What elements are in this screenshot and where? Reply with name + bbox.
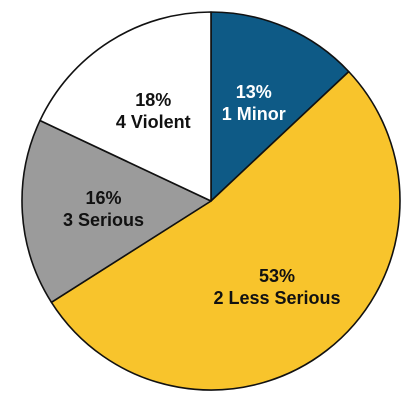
pie-slice-2	[50, 70, 401, 391]
slice-label-3: 16% 3 Serious	[63, 188, 144, 230]
pie-slices	[21, 11, 401, 391]
slice-category-1: 1 Minor	[222, 104, 286, 124]
pie-slice-3	[21, 119, 212, 304]
pie-slice-1	[210, 11, 350, 202]
slice-label-2: 53% 2 Less Serious	[213, 266, 340, 308]
slice-category-3: 3 Serious	[63, 210, 144, 230]
pie-slice-4	[39, 11, 212, 202]
slice-label-4: 18% 4 Violent	[116, 90, 191, 132]
slice-category-2: 2 Less Serious	[213, 288, 340, 308]
slice-category-4: 4 Violent	[116, 112, 191, 132]
slice-label-1: 13% 1 Minor	[222, 82, 286, 124]
slice-percent-4: 18%	[135, 90, 171, 110]
slice-percent-1: 13%	[236, 82, 272, 102]
slice-percent-2: 53%	[259, 266, 295, 286]
slice-percent-3: 16%	[85, 188, 121, 208]
